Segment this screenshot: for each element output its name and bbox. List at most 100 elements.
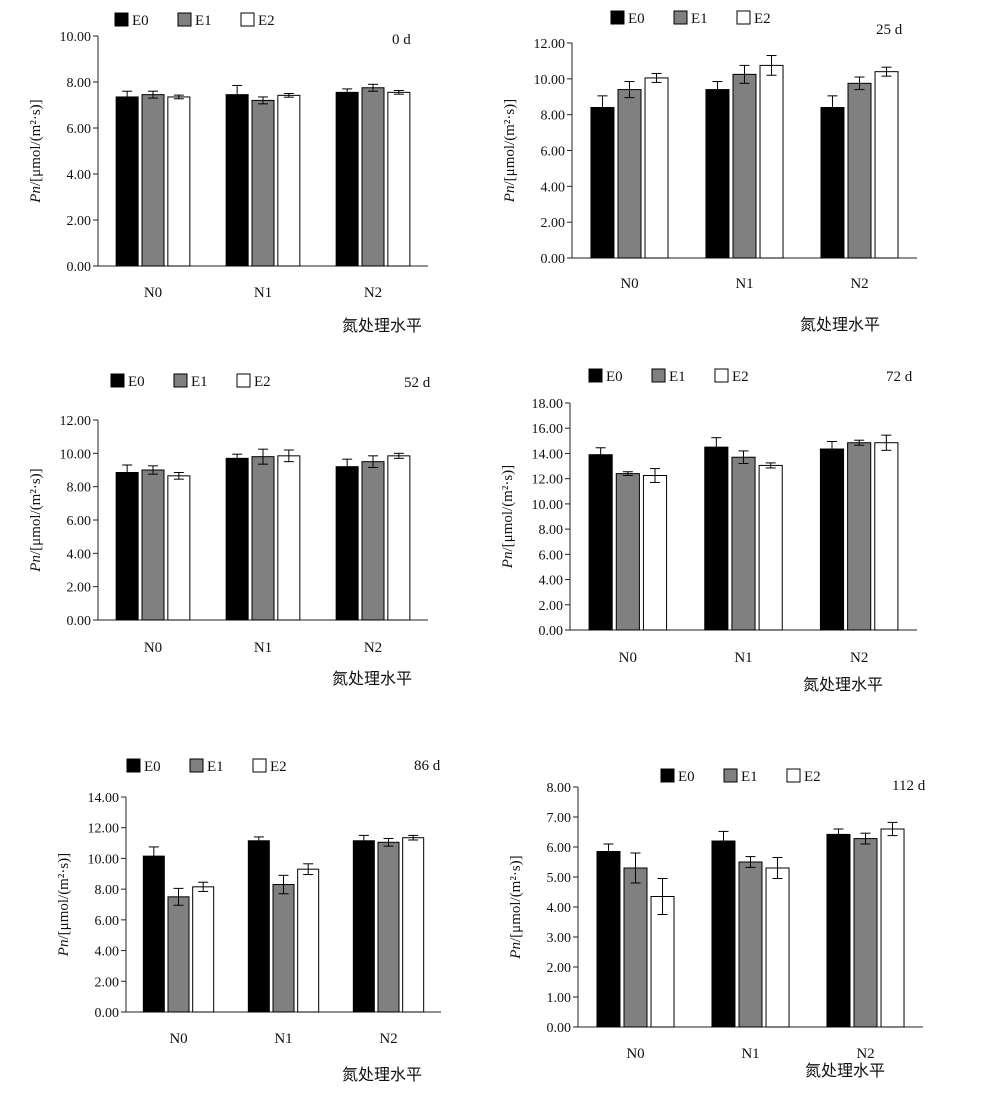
legend-label: E0 <box>144 759 161 775</box>
y-tick-label: 3.00 <box>547 931 572 946</box>
y-tick-label: 2.00 <box>541 216 566 231</box>
legend-swatch <box>110 373 125 388</box>
bar-E1-N0 <box>617 89 642 259</box>
y-tick-label: 12.00 <box>60 414 92 429</box>
bar-E1-N0 <box>141 94 165 267</box>
y-tick-label: 10.00 <box>88 852 120 867</box>
y-tick-label: 7.00 <box>547 811 572 826</box>
y-tick-label: 8.00 <box>67 76 92 91</box>
y-tick-label: 14.00 <box>532 447 564 462</box>
x-tick-label: N0 <box>144 640 162 656</box>
bar-E0-N0 <box>115 472 139 621</box>
bar-E1-N2 <box>377 841 400 1013</box>
bar-E0-N0 <box>588 454 613 631</box>
x-tick-label: N1 <box>735 276 753 292</box>
y-tick-label: 6.00 <box>541 145 566 160</box>
bar-E1-N1 <box>272 884 295 1013</box>
legend-swatch <box>236 373 251 388</box>
x-axis-label: 氮处理水平 <box>805 1062 885 1080</box>
legend-swatch <box>651 368 666 383</box>
y-tick-label: 4.00 <box>67 168 92 183</box>
y-axis-label: Pn/[μmol/(m²·s)] <box>508 855 524 959</box>
legend-label: E0 <box>678 769 695 785</box>
bar-E0-N2 <box>335 466 359 621</box>
bar-E0-N2 <box>352 840 375 1013</box>
y-tick-label: 8.00 <box>547 781 572 796</box>
y-tick-label: 4.00 <box>67 547 92 562</box>
day-label: 72 d <box>886 369 913 385</box>
legend-swatch <box>786 768 801 783</box>
y-tick-label: 12.00 <box>88 822 120 837</box>
y-tick-label: 2.00 <box>95 975 120 990</box>
y-tick-label: 2.00 <box>67 214 92 229</box>
legend-label: E2 <box>732 369 749 385</box>
bar-E0-N1 <box>225 94 249 267</box>
x-axis-label: 氮处理水平 <box>342 1066 422 1084</box>
y-tick-label: 1.00 <box>547 991 572 1006</box>
x-tick-label: N2 <box>364 285 382 301</box>
chart-panel: 0.00 2.00 4.00 6.00 8.00 10.00 12.00 Pn/[μmol/(… <box>28 373 431 688</box>
bar-E2-N0 <box>192 886 215 1013</box>
bar-E1-N1 <box>251 99 275 267</box>
bar-E1-N1 <box>731 456 756 631</box>
bar-E2-N1 <box>277 94 301 267</box>
y-tick-label: 0.00 <box>95 1006 120 1021</box>
chart-panel: 0.00 2.00 4.00 6.00 8.00 10.00 12.00 14.00 Pn/[μ… <box>56 758 441 1084</box>
chart-panel: 0.00 1.00 2.00 3.00 4.00 5.00 6.00 7.00 8.00 Pn/[… <box>508 768 926 1080</box>
y-tick-label: 6.00 <box>547 841 572 856</box>
y-tick-label: 8.00 <box>95 883 120 898</box>
y-tick-label: 0.00 <box>541 252 566 267</box>
bar-E2-N2 <box>880 828 905 1028</box>
y-tick-label: 16.00 <box>532 422 564 437</box>
bar-E1-N2 <box>847 82 872 259</box>
legend-swatch <box>189 758 204 773</box>
legend-swatch <box>660 768 675 783</box>
x-tick-label: N2 <box>850 276 868 292</box>
bar-E0-N2 <box>335 91 359 267</box>
legend-swatch <box>177 12 192 27</box>
bar-E0-N2 <box>820 107 845 259</box>
bar-E1-N2 <box>361 461 385 621</box>
y-tick-label: 12.00 <box>532 473 564 488</box>
day-label: 86 d <box>414 758 441 774</box>
y-tick-label: 2.00 <box>67 581 92 596</box>
legend-swatch <box>610 10 625 25</box>
legend-label: E1 <box>691 11 708 27</box>
y-axis-label: Pn/[μmol/(m²·s)] <box>28 468 44 572</box>
legend-label: E0 <box>628 11 645 27</box>
bar-E2-N2 <box>402 837 425 1013</box>
bar-E2-N0 <box>167 96 191 267</box>
y-tick-label: 8.00 <box>67 481 92 496</box>
y-axis-label: Pn/[μmol/(m²·s)] <box>56 853 72 957</box>
legend-label: E2 <box>258 13 275 29</box>
x-tick-label: N2 <box>379 1031 397 1047</box>
y-axis-label: Pn/[μmol/(m²·s)] <box>28 99 44 203</box>
bar-E2-N2 <box>874 71 899 259</box>
legend-label: E1 <box>191 374 208 390</box>
y-tick-label: 10.00 <box>532 498 564 513</box>
x-tick-label: N2 <box>850 650 868 666</box>
x-tick-label: N0 <box>620 276 638 292</box>
bar-E2-N0 <box>642 475 668 631</box>
y-tick-label: 6.00 <box>539 548 564 563</box>
y-tick-label: 4.00 <box>539 574 564 589</box>
day-label: 25 d <box>876 22 903 38</box>
bar-E0-N0 <box>142 855 165 1013</box>
y-tick-label: 10.00 <box>534 73 566 88</box>
y-tick-label: 10.00 <box>60 447 92 462</box>
x-axis-label: 氮处理水平 <box>800 316 880 334</box>
y-tick-label: 5.00 <box>547 871 572 886</box>
y-tick-label: 8.00 <box>541 109 566 124</box>
y-tick-label: 8.00 <box>539 523 564 538</box>
x-tick-label: N1 <box>254 640 272 656</box>
legend-swatch <box>114 12 129 27</box>
y-tick-label: 14.00 <box>88 791 120 806</box>
x-tick-label: N0 <box>619 650 637 666</box>
legend-label: E0 <box>132 13 149 29</box>
legend-label: E0 <box>606 369 623 385</box>
x-tick-label: N2 <box>856 1046 874 1062</box>
x-tick-label: N0 <box>169 1031 187 1047</box>
legend-swatch <box>252 758 267 773</box>
bar-E0-N2 <box>826 833 851 1028</box>
